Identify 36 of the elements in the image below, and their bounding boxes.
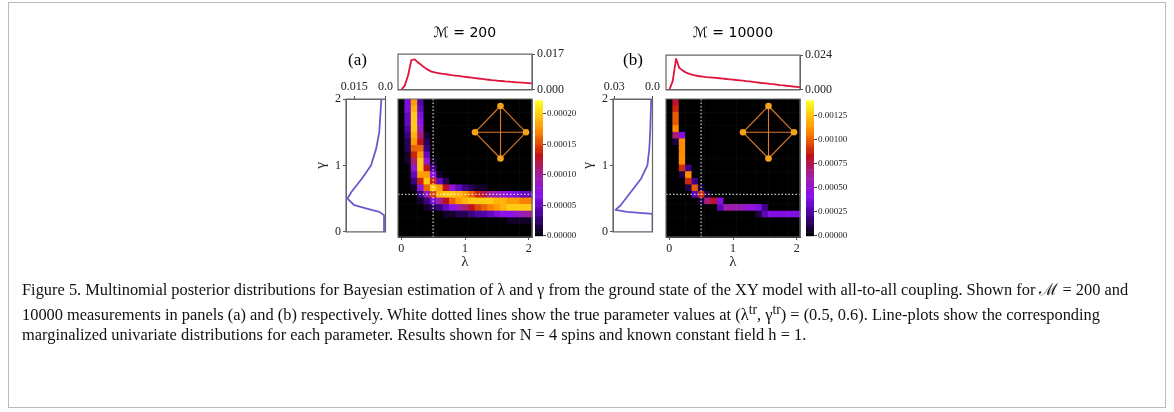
x-tick-label: 2 xyxy=(793,241,800,256)
y-tick-label: 1 xyxy=(602,157,608,172)
y-tick-label: 2 xyxy=(335,91,341,106)
text: (b) xyxy=(623,50,643,70)
y-tick-label: 1 xyxy=(335,157,341,172)
color-bar-label: 0.00100 xyxy=(818,134,848,145)
color-bar-label: 0.00020 xyxy=(547,108,577,119)
y-tick-label: 0.000 xyxy=(805,81,832,96)
y-tick-label: 2 xyxy=(602,91,608,106)
x-tick-label: 0.0 xyxy=(645,78,660,93)
y-axis-title: γ xyxy=(311,161,328,170)
color-bar-label: 0.00000 xyxy=(818,229,848,240)
color-bar-label: 0.00005 xyxy=(547,199,577,210)
y-tick-label: 0.017 xyxy=(537,46,564,61)
caption: Figure 5. Multinomial posterior distributions for Bayesian estimation of λ and γ from the ground state of the XY model with all-to-all coupling. Shown for ℳ = 200 and 10000 measurements in panels (a) and (b) respectively. White dotted lines show the true parameter values at (λ$^{tr}$, γ$^{tr}$) = (0.5, 0.6). Line-plots show the corresponding marginalized univariate distributions for each parameter. Results shown for N = 4 spins and known constant field h = 1. xyxy=(22,280,1130,346)
y-tick-label: 0.000 xyxy=(537,81,564,96)
color-bar-label: 0.00000 xyxy=(547,229,577,240)
y-tick-label: 0.024 xyxy=(805,47,832,62)
y-tick-label: 0 xyxy=(335,223,341,238)
x-tick-label: 0.03 xyxy=(603,78,625,93)
chart-title: ℳ = 200 xyxy=(433,24,497,40)
color-bar-label: 0.00025 xyxy=(818,205,848,216)
color-bar-label: 0.00125 xyxy=(818,110,848,121)
color-bar-label: 0.00010 xyxy=(547,169,577,180)
color-bar-label: 0.00015 xyxy=(547,138,577,149)
x-tick-label: 0 xyxy=(398,241,405,256)
color-bar-label: 0.00050 xyxy=(818,182,848,193)
y-tick-label: 0 xyxy=(602,223,608,238)
x-tick-label: 0.015 xyxy=(340,78,368,93)
text: (a) xyxy=(348,50,367,70)
x-tick-label: 0.0 xyxy=(378,78,393,93)
x-tick-label: 2 xyxy=(525,241,532,256)
chart-title: ℳ = 10000 xyxy=(692,24,774,40)
color-bar-label: 0.00075 xyxy=(818,158,848,169)
x-tick-label: 0 xyxy=(666,241,673,256)
y-axis-title: γ xyxy=(578,161,595,170)
